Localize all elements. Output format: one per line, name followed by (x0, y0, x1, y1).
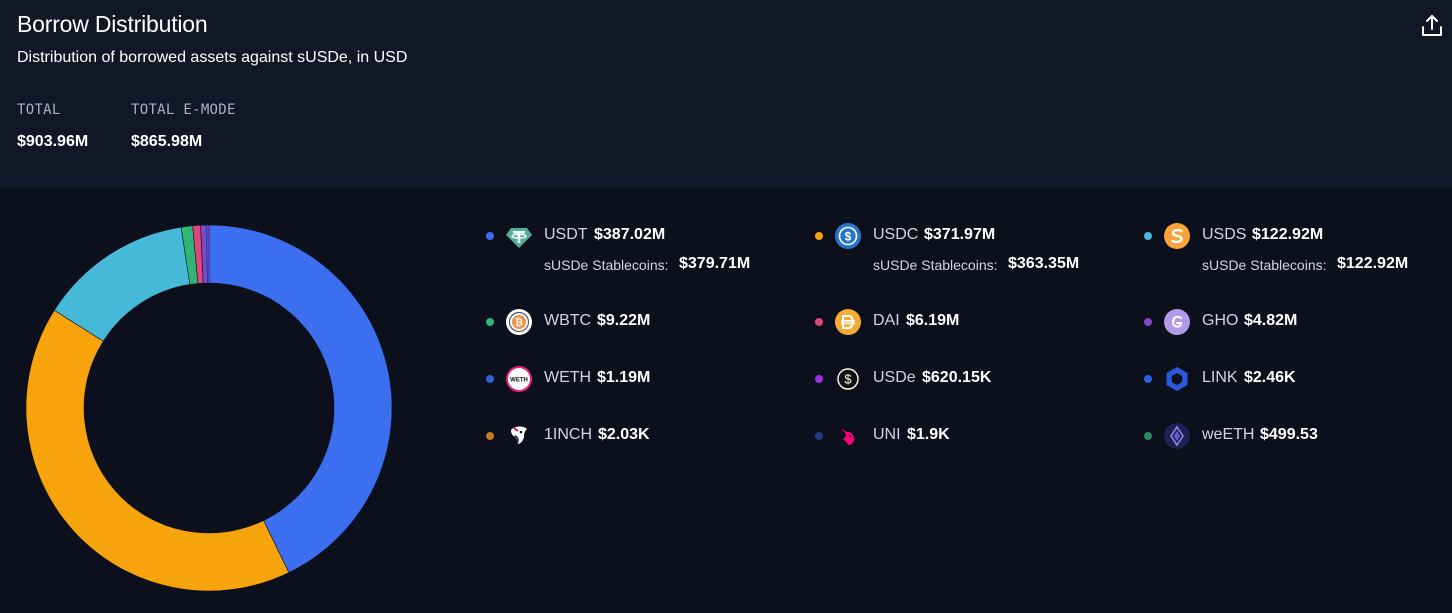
legend-value: $1.19M (597, 369, 650, 387)
legend-item-uni[interactable]: UNI $1.9K (815, 422, 1125, 470)
usdt-icon (505, 222, 533, 250)
legend-symbol: LINK (1202, 369, 1238, 387)
header-panel: Borrow Distribution Distribution of borr… (0, 0, 1452, 188)
share-upload-icon (1419, 13, 1445, 39)
svg-text:WETH: WETH (510, 377, 528, 383)
legend-item-usdt[interactable]: USDT $387.02M sUSDe Stablecoins: $379.71M (486, 222, 796, 270)
legend-value: $620.15K (922, 369, 991, 387)
legend-dot (486, 375, 494, 383)
legend-value: $4.82M (1244, 312, 1297, 330)
legend-item-usds[interactable]: USDS $122.92M sUSDe Stablecoins: $122.92M (1144, 222, 1452, 270)
page-subtitle: Distribution of borrowed assets against … (17, 49, 407, 67)
legend-sub-label: sUSDe Stablecoins: (544, 257, 669, 273)
legend-dot (486, 432, 494, 440)
dai-icon (834, 308, 862, 336)
uni-icon (834, 422, 862, 450)
legend-dot (486, 318, 494, 326)
legend-symbol: GHO (1202, 312, 1238, 330)
legend-sub-value: $379.71M (679, 255, 750, 273)
legend-item-usde[interactable]: $ USDe $620.15K (815, 365, 1125, 413)
legend-item-weeth[interactable]: weETH $499.53 (1144, 422, 1452, 470)
legend-item-dai[interactable]: DAI $6.19M (815, 308, 1125, 356)
donut-chart (0, 188, 440, 608)
legend-dot (1144, 432, 1152, 440)
stat-emode-value: $865.98M (131, 133, 236, 151)
link-icon (1163, 365, 1191, 393)
weeth-icon (1163, 422, 1191, 450)
svg-text:$: $ (844, 372, 852, 387)
stat-emode: TOTAL E-MODE $865.98M (131, 102, 236, 151)
donut-slice-usdt[interactable] (209, 225, 392, 573)
share-button[interactable] (1419, 13, 1445, 39)
legend-item-usdc[interactable]: $ USDC $371.97M sUSDe Stablecoins: $363.35M (815, 222, 1125, 270)
legend-symbol: DAI (873, 312, 900, 330)
legend-value: $371.97M (924, 226, 995, 244)
legend-symbol: USDC (873, 226, 918, 244)
stat-total-label: TOTAL (17, 102, 88, 118)
legend-value: $2.46K (1244, 369, 1296, 387)
legend-item-gho[interactable]: GHO $4.82M (1144, 308, 1452, 356)
legend-symbol: WBTC (544, 312, 591, 330)
legend-dot (815, 432, 823, 440)
legend-value: $6.19M (906, 312, 959, 330)
legend-value: $1.9K (907, 426, 950, 444)
legend-dot (486, 232, 494, 240)
legend-item-link[interactable]: LINK $2.46K (1144, 365, 1452, 413)
usde-icon: $ (834, 365, 862, 393)
usdc-icon: $ (834, 222, 862, 250)
1inch-icon (505, 422, 533, 450)
legend-sub-label: sUSDe Stablecoins: (1202, 257, 1327, 273)
legend-sub-value: $363.35M (1008, 255, 1079, 273)
legend-symbol: WETH (544, 369, 591, 387)
legend-sub-value: $122.92M (1337, 255, 1408, 273)
donut-slice-usdc[interactable] (26, 310, 289, 591)
legend-value: $387.02M (594, 226, 665, 244)
legend-sub-label: sUSDe Stablecoins: (873, 257, 998, 273)
gho-icon (1163, 308, 1191, 336)
donut-chart-area (0, 188, 440, 608)
page-title: Borrow Distribution (17, 11, 208, 38)
legend-value: $9.22M (597, 312, 650, 330)
svg-text:$: $ (845, 230, 852, 244)
legend-dot (1144, 232, 1152, 240)
legend-dot (1144, 318, 1152, 326)
legend-value: $122.92M (1252, 226, 1323, 244)
legend-dot (815, 375, 823, 383)
legend-symbol: USDT (544, 226, 588, 244)
legend-dot (1144, 375, 1152, 383)
legend-item-1inch[interactable]: 1INCH $2.03K (486, 422, 796, 470)
stat-emode-label: TOTAL E-MODE (131, 102, 236, 118)
legend-value: $2.03K (598, 426, 650, 444)
legend-value: $499.53 (1260, 426, 1318, 444)
legend-symbol: USDe (873, 369, 916, 387)
legend-symbol: 1INCH (544, 426, 592, 444)
legend-item-wbtc[interactable]: ₿ WBTC $9.22M (486, 308, 796, 356)
usds-icon (1163, 222, 1191, 250)
wbtc-icon: ₿ (505, 308, 533, 336)
legend-item-weth[interactable]: WETH WETH $1.19M (486, 365, 796, 413)
legend-symbol: UNI (873, 426, 901, 444)
legend-symbol: weETH (1202, 426, 1254, 444)
weth-icon: WETH (505, 365, 533, 393)
legend-dot (815, 318, 823, 326)
legend-symbol: USDS (1202, 226, 1246, 244)
stat-total-value: $903.96M (17, 133, 88, 151)
stat-total: TOTAL $903.96M (17, 102, 88, 151)
legend-dot (815, 232, 823, 240)
svg-text:₿: ₿ (515, 317, 523, 329)
